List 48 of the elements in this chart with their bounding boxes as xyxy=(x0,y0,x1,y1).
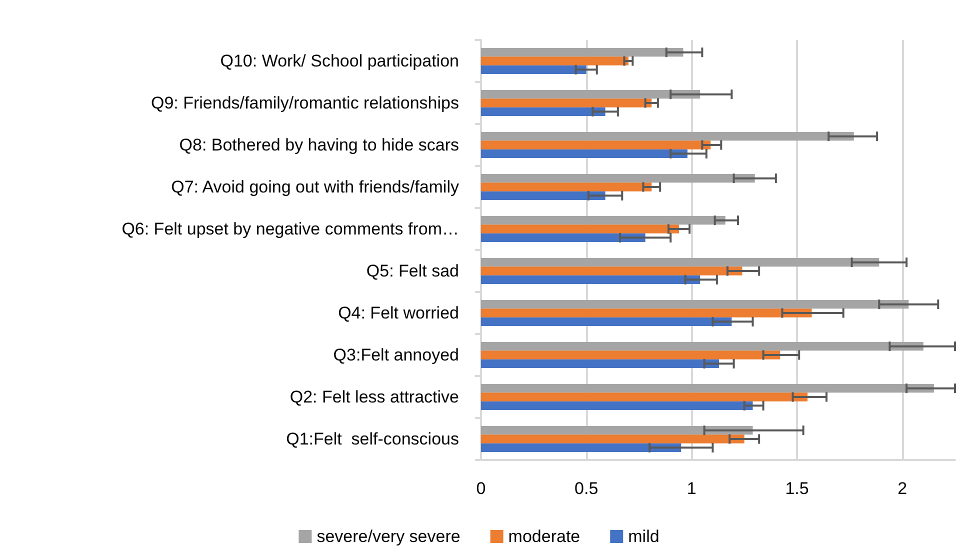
bar xyxy=(481,107,606,116)
x-tick-label: 1.5 xyxy=(785,479,809,498)
bar xyxy=(481,174,755,183)
bar xyxy=(481,149,688,158)
x-tick-label: 0.5 xyxy=(574,479,598,498)
bar xyxy=(481,342,924,351)
bar xyxy=(481,224,680,234)
y-tick-label: Q2: Felt less attractive xyxy=(290,388,459,406)
bar xyxy=(481,275,700,284)
bar xyxy=(481,191,606,200)
bar xyxy=(481,98,652,108)
bar xyxy=(481,132,854,141)
legend-label: severe/very severe xyxy=(316,527,460,546)
bar xyxy=(481,443,682,452)
legend-label: mild xyxy=(628,527,660,546)
bar xyxy=(481,350,780,360)
bar xyxy=(481,317,732,326)
bar xyxy=(481,233,646,242)
bar xyxy=(481,308,812,318)
x-tick-label: 0 xyxy=(476,479,486,498)
bar xyxy=(481,300,909,309)
bar xyxy=(481,258,880,267)
y-tick-label: Q3:Felt annoyed xyxy=(333,346,459,364)
bar xyxy=(481,359,720,368)
y-tick-label: Q10: Work/ School participation xyxy=(220,52,459,70)
y-tick-label: Q6: Felt upset by negative comments from… xyxy=(122,220,459,238)
bar xyxy=(481,392,808,402)
legend-label: moderate xyxy=(508,527,580,546)
y-tick-label: Q8: Bothered by having to hide scars xyxy=(179,136,459,154)
bar xyxy=(481,140,711,150)
y-tick-label: Q1:Felt self-conscious xyxy=(286,430,459,448)
bar xyxy=(481,266,742,276)
x-tick-label: 1 xyxy=(686,479,696,498)
bar xyxy=(481,182,652,192)
y-tick-label: Q9: Friends/family/romantic relationships xyxy=(150,94,459,112)
y-tick-label: Q4: Felt worried xyxy=(338,304,459,322)
bar xyxy=(481,384,934,393)
bar xyxy=(481,434,744,444)
bar xyxy=(481,48,684,57)
y-tick-label: Q7: Avoid going out with friends/family xyxy=(171,178,460,196)
bar xyxy=(481,90,700,99)
y-tick-label: Q5: Felt sad xyxy=(366,262,459,280)
bar xyxy=(481,426,753,435)
bar xyxy=(481,65,586,74)
bar xyxy=(481,216,726,225)
bar xyxy=(481,401,753,410)
x-tick-label: 2 xyxy=(898,479,908,498)
bar xyxy=(481,56,628,66)
